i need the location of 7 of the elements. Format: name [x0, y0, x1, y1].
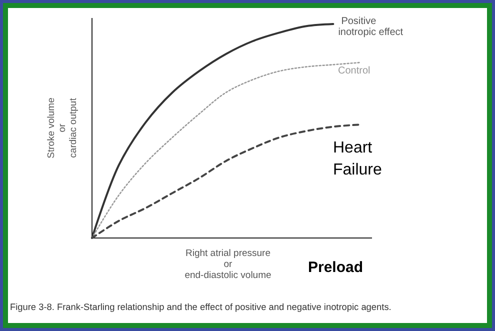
x-axis-title: Right atrial pressure or end-diastolic volume [184, 248, 272, 281]
series-label: Positive inotropic effect [338, 16, 404, 38]
series-label: Heart Failure [333, 140, 382, 179]
caption: Figure 3-8. Frank-Starling relationship and the effect of positive and negative inotropic agents. [10, 302, 392, 312]
series-label: Control [338, 66, 370, 77]
y-axis-title: Stroke volume or cardiac output [46, 98, 79, 158]
text: Preload [308, 259, 364, 276]
